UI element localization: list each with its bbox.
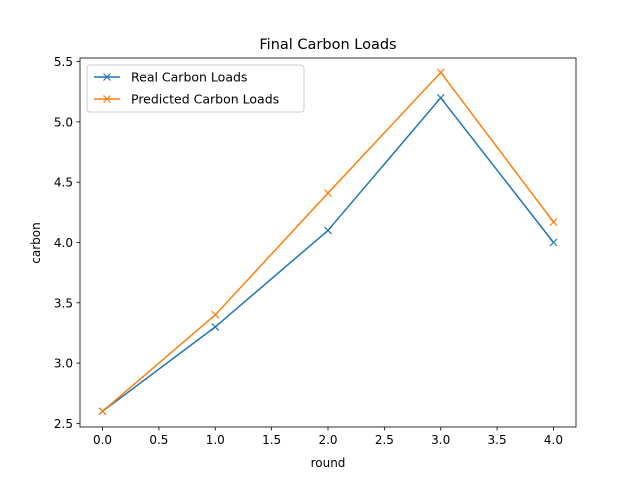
x-tick-label: 3.0 [431, 433, 450, 447]
series-line [102, 97, 555, 412]
data-point-marker [324, 226, 332, 235]
legend: Real Carbon Loads Predicted Carbon Loads [86, 64, 305, 113]
x-tick-label: 2.0 [318, 433, 337, 447]
x-tick-label: 0.0 [93, 433, 112, 447]
chart-title: Final Carbon Loads [259, 37, 396, 53]
x-axis: 0.0 0.5 1.0 1.5 2.0 2.5 3.0 3.5 4.0 [93, 427, 563, 447]
legend-label: Real Carbon Loads [131, 70, 247, 85]
legend-box [86, 64, 305, 113]
x-tick-label: 2.5 [375, 433, 394, 447]
x-tick-label: 1.0 [206, 433, 225, 447]
data-point-marker [549, 238, 558, 247]
y-tick-label: 3.5 [54, 296, 73, 310]
legend-label: Predicted Carbon Loads [131, 92, 279, 107]
x-tick-label: 0.5 [149, 433, 168, 447]
data-point-marker [436, 93, 445, 102]
y-axis-label: carbon [29, 222, 43, 263]
legend-item: Real Carbon Loads [94, 70, 247, 85]
data-point-marker [211, 310, 220, 319]
data-point-marker [549, 218, 558, 226]
data-point-marker [211, 322, 220, 331]
x-axis-label: round [311, 456, 346, 470]
data-point-marker [436, 68, 445, 77]
data-point-marker [324, 189, 332, 197]
y-tick-label: 2.5 [54, 417, 73, 431]
series-real-carbon-loads [98, 93, 558, 416]
legend-marker [103, 73, 111, 81]
legend-item: Predicted Carbon Loads [94, 92, 279, 107]
x-tick-label: 1.5 [262, 433, 281, 447]
y-axis: 2.5 3.0 3.5 4.0 4.5 5.0 5.5 [54, 55, 80, 431]
y-tick-label: 5.0 [54, 115, 73, 129]
legend-marker [103, 95, 111, 103]
data-point-marker [98, 407, 107, 416]
y-tick-label: 4.5 [54, 176, 73, 190]
y-tick-label: 4.0 [54, 236, 73, 250]
y-tick-label: 3.0 [54, 357, 73, 371]
series-layer [98, 68, 558, 416]
y-tick-label: 5.5 [54, 55, 73, 69]
x-tick-label: 3.5 [488, 433, 507, 447]
series-predicted-carbon-loads [98, 68, 558, 416]
x-tick-label: 4.0 [544, 433, 563, 447]
